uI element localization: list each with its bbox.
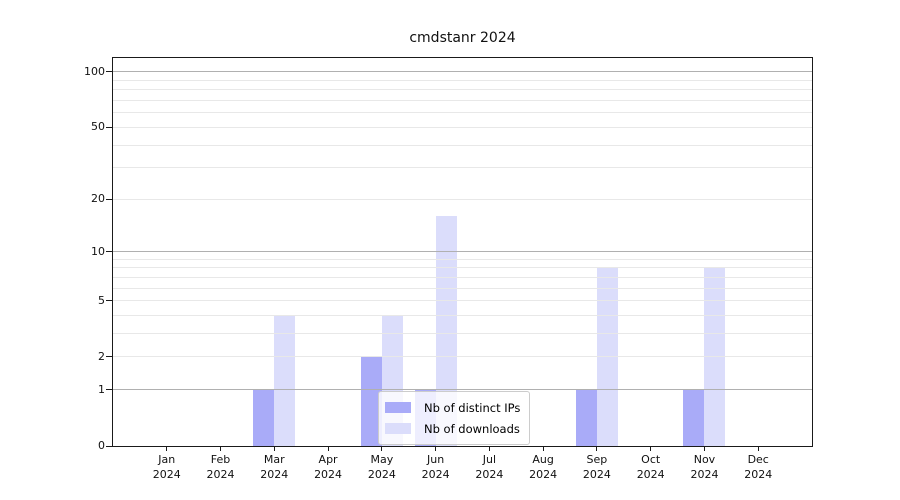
gridline-major-1	[113, 389, 812, 391]
x-tick-month: Dec	[747, 453, 769, 466]
y-tick-mark-50	[106, 126, 113, 128]
bar-nb-of-distinct-ips-may	[360, 356, 382, 446]
bar-nb-of-downloads-mar	[274, 315, 296, 446]
x-tick-year: 2024	[636, 468, 665, 481]
y-tick-mark-10	[106, 251, 113, 253]
legend-row-nb-of-downloads: Nb of downloads	[385, 418, 520, 439]
x-tick-month: Oct	[641, 453, 661, 466]
x-tick-mark-nov	[703, 446, 705, 451]
x-tick-year: 2024	[314, 468, 343, 481]
x-tick-month: Jan	[158, 453, 176, 466]
x-tick-year: 2024	[690, 468, 719, 481]
legend: Nb of distinct IPs Nb of downloads	[378, 391, 531, 445]
x-tick-month: Sep	[586, 453, 608, 466]
y-tick-mark-5	[106, 300, 113, 302]
legend-row-nb-of-distinct-ips: Nb of distinct IPs	[385, 397, 520, 418]
gridline-minor-9	[113, 258, 812, 260]
y-tick-label-50: 50	[91, 120, 105, 134]
x-tick-year: 2024	[475, 468, 504, 481]
x-tick-label-feb: Feb 2024	[189, 452, 253, 482]
x-tick-month: May	[370, 453, 394, 466]
y-tick-label-10: 10	[91, 244, 105, 258]
x-tick-year: 2024	[206, 468, 235, 481]
chart-title: cmdstanr 2024	[409, 30, 516, 46]
bar-nb-of-downloads-jun	[435, 216, 457, 446]
gridline-minor-6	[113, 287, 812, 289]
y-tick-label-1: 1	[98, 382, 105, 396]
x-tick-mark-mar	[273, 446, 275, 451]
y-tick-label-20: 20	[91, 192, 105, 206]
y-tick-label-2: 2	[98, 349, 105, 363]
gridline-minor-8	[113, 267, 812, 269]
x-tick-label-apr: Apr 2024	[296, 452, 360, 482]
x-tick-label-nov: Nov 2024	[672, 452, 736, 482]
x-tick-month: Feb	[210, 453, 231, 466]
x-tick-year: 2024	[260, 468, 289, 481]
x-tick-month: Jun	[427, 453, 445, 466]
gridline-minor-60	[113, 112, 812, 114]
bar-nb-of-distinct-ips-sep	[575, 389, 597, 446]
x-tick-mark-dec	[757, 446, 759, 451]
x-tick-label-may: May 2024	[350, 452, 414, 482]
x-tick-month: Nov	[693, 453, 716, 466]
x-tick-mark-apr	[327, 446, 329, 451]
x-tick-label-mar: Mar 2024	[242, 452, 306, 482]
x-tick-mark-jan	[166, 446, 168, 451]
x-tick-mark-jul	[488, 446, 490, 451]
x-tick-year: 2024	[421, 468, 450, 481]
x-tick-year: 2024	[582, 468, 611, 481]
x-tick-label-jan: Jan 2024	[135, 452, 199, 482]
gridline-minor-3	[113, 333, 812, 335]
gridline-minor-20	[113, 198, 812, 200]
x-tick-year: 2024	[529, 468, 558, 481]
gridline-minor-80	[113, 89, 812, 91]
x-tick-label-sep: Sep 2024	[565, 452, 629, 482]
gridline-major-10	[113, 251, 812, 253]
y-tick-label-5: 5	[98, 293, 105, 307]
y-tick-mark-2	[106, 356, 113, 358]
x-tick-mark-feb	[220, 446, 222, 451]
x-tick-year: 2024	[152, 468, 181, 481]
x-tick-label-aug: Aug 2024	[511, 452, 575, 482]
x-tick-label-jun: Jun 2024	[404, 452, 468, 482]
y-tick-mark-1	[106, 389, 113, 391]
x-tick-mark-may	[381, 446, 383, 451]
gridline-minor-70	[113, 100, 812, 102]
gridline-minor-90	[113, 79, 812, 81]
x-tick-mark-oct	[650, 446, 652, 451]
y-tick-mark-0	[106, 445, 113, 447]
x-tick-label-dec: Dec 2024	[726, 452, 790, 482]
x-tick-month: Apr	[318, 453, 338, 466]
gridline-minor-2	[113, 356, 812, 358]
y-tick-mark-20	[106, 198, 113, 200]
legend-swatch-nb-of-distinct-ips	[385, 402, 411, 413]
y-tick-label-100: 100	[84, 64, 105, 78]
bar-nb-of-distinct-ips-mar	[253, 389, 275, 446]
x-tick-mark-jun	[435, 446, 437, 451]
plot-area: Nb of distinct IPs Nb of downloads	[112, 57, 813, 447]
bar-nb-of-distinct-ips-nov	[683, 389, 705, 446]
x-tick-label-oct: Oct 2024	[619, 452, 683, 482]
y-tick-mark-100	[106, 71, 113, 73]
gridline-minor-40	[113, 144, 812, 146]
gridline-minor-4	[113, 315, 812, 317]
x-tick-month: Jul	[482, 453, 497, 466]
legend-label-nb-of-distinct-ips: Nb of distinct IPs	[424, 400, 521, 415]
gridline-minor-30	[113, 167, 812, 169]
gridline-major-100	[113, 71, 812, 73]
x-tick-month: Mar	[263, 453, 285, 466]
x-tick-mark-sep	[596, 446, 598, 451]
x-tick-year: 2024	[367, 468, 396, 481]
gridline-minor-50	[113, 126, 812, 128]
y-tick-label-0: 0	[98, 439, 105, 452]
x-tick-mark-aug	[542, 446, 544, 451]
legend-swatch-nb-of-downloads	[385, 423, 411, 434]
x-tick-month: Aug	[532, 453, 554, 466]
x-tick-year: 2024	[744, 468, 773, 481]
gridline-minor-5	[113, 300, 812, 302]
x-tick-label-jul: Jul 2024	[457, 452, 521, 482]
legend-label-nb-of-downloads: Nb of downloads	[424, 421, 520, 436]
gridline-minor-7	[113, 276, 812, 278]
